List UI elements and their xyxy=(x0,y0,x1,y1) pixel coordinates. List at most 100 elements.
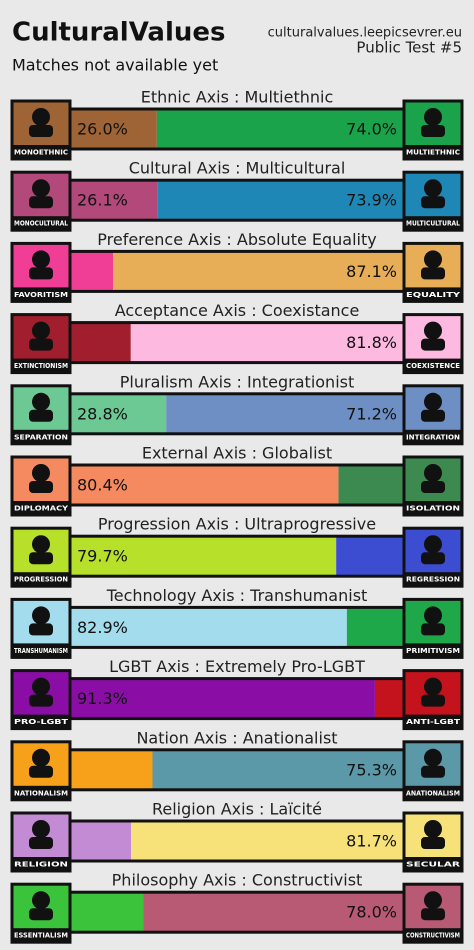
axis-title: Acceptance Axis : Coexistance xyxy=(115,301,360,320)
right-icon-glyph xyxy=(424,321,442,340)
right-icon-label: ISOLATION xyxy=(406,505,460,513)
right-segment xyxy=(113,251,404,292)
right-percent: 81.7% xyxy=(346,832,397,851)
left-icon-label: TRANSHUMANISM xyxy=(14,647,68,655)
right-icon-label: ANATIONALISM xyxy=(406,789,460,797)
right-segment xyxy=(131,821,404,861)
left-icon-label-bg xyxy=(12,358,70,373)
left-icon-glyph xyxy=(29,338,53,351)
right-icon-label-bg xyxy=(404,216,462,231)
left-icon-glyph xyxy=(32,677,50,696)
left-icon-label: FAVORITISM xyxy=(14,291,68,299)
left-segment xyxy=(70,536,337,577)
right-segment xyxy=(336,536,404,577)
right-icon-label-bg xyxy=(404,928,462,943)
right-icon-glyph xyxy=(421,765,445,778)
right-icon-label: ANTI-LGBT xyxy=(406,718,460,726)
left-icon-label-bg xyxy=(12,785,70,800)
right-icon-label-bg xyxy=(404,643,462,658)
right-icon-label: COEXISTENCE xyxy=(406,362,460,370)
right-icon-label-bg xyxy=(404,714,462,729)
right-icon-label: CONSTRUCTIVISM xyxy=(406,932,460,940)
left-icon-glyph xyxy=(29,409,53,422)
right-icon-glyph xyxy=(424,535,442,554)
left-icon-glyph xyxy=(29,267,53,280)
right-icon-glyph xyxy=(424,606,442,625)
left-segment xyxy=(70,465,339,505)
right-icon-label-bg xyxy=(404,501,462,515)
left-icon-glyph xyxy=(29,623,53,636)
right-segment xyxy=(346,607,404,648)
right-icon-glyph xyxy=(421,409,445,422)
right-icon-glyph xyxy=(421,481,445,493)
left-segment xyxy=(70,251,114,292)
left-icon-label-bg xyxy=(12,145,70,159)
left-icon-label: ESSENTIALISM xyxy=(14,932,68,940)
left-icon-label-bg xyxy=(12,643,70,658)
left-segment xyxy=(70,109,157,149)
left-segment xyxy=(70,393,167,434)
right-icon-label: REGRESSION xyxy=(406,576,460,584)
right-icon-glyph xyxy=(424,677,442,696)
right-percent: 75.3% xyxy=(346,760,397,779)
right-percent: 73.9% xyxy=(346,191,397,210)
axis-title: Philosophy Axis : Constructivist xyxy=(112,871,363,890)
left-icon-label-bg xyxy=(12,572,70,587)
right-segment xyxy=(156,109,404,149)
left-icon-label: SEPARATION xyxy=(14,433,68,441)
left-icon-label: PROGRESSION xyxy=(14,576,68,584)
axis-title: Progression Axis : Ultraprogressive xyxy=(98,515,376,534)
left-percent: 28.8% xyxy=(77,404,128,423)
right-icon-glyph xyxy=(421,267,445,280)
right-segment xyxy=(152,749,404,790)
axis-title: Cultural Axis : Multicultural xyxy=(129,159,346,178)
left-icon-glyph xyxy=(29,125,53,137)
right-icon-glyph xyxy=(424,464,442,482)
right-icon-glyph xyxy=(424,250,442,269)
axis-title: Religion Axis : Laïcité xyxy=(152,800,322,819)
left-icon-label: MONOETHNIC xyxy=(14,149,68,157)
right-segment xyxy=(157,180,404,221)
right-percent: 78.0% xyxy=(346,903,397,922)
subtitle: Matches not available yet xyxy=(12,56,218,75)
left-segment xyxy=(70,180,158,221)
right-icon-glyph xyxy=(421,125,445,137)
left-percent: 82.9% xyxy=(77,618,128,637)
left-icon-label: EXTINCTIONISM xyxy=(14,362,68,370)
right-icon-glyph xyxy=(421,908,445,921)
axis-title: Preference Axis : Absolute Equality xyxy=(97,230,376,249)
left-percent: 79.7% xyxy=(77,547,128,566)
left-icon-label: MONOCULTURAL xyxy=(14,220,68,228)
left-segment xyxy=(70,607,347,648)
left-icon-glyph xyxy=(32,820,50,838)
left-icon-label: NATIONALISM xyxy=(14,789,68,797)
left-segment xyxy=(70,678,375,719)
right-icon-label-bg xyxy=(404,429,462,444)
right-icon-label: MULTICULTURAL xyxy=(406,220,460,228)
left-percent: 26.0% xyxy=(77,120,128,139)
right-icon-label-bg xyxy=(404,857,462,871)
left-icon-label-bg xyxy=(12,287,70,302)
left-icon-glyph xyxy=(29,552,53,565)
right-icon-glyph xyxy=(424,392,442,411)
right-icon-glyph xyxy=(421,694,445,707)
right-segment xyxy=(338,465,404,505)
left-icon-label-bg xyxy=(12,857,70,871)
left-segment xyxy=(70,322,131,363)
axis-title: LGBT Axis : Extremely Pro-LGBT xyxy=(109,657,365,676)
left-icon-glyph xyxy=(32,250,50,269)
left-icon-glyph xyxy=(32,891,50,910)
left-icon-label: PRO-LGBT xyxy=(14,718,68,726)
left-icon-glyph xyxy=(29,481,53,493)
right-icon-glyph xyxy=(421,837,445,849)
left-percent: 26.1% xyxy=(77,191,128,210)
axis-title: Nation Axis : Anationalist xyxy=(136,728,337,747)
left-icon-glyph xyxy=(32,606,50,625)
right-icon-glyph xyxy=(424,108,442,126)
right-icon-label: PRIMITIVISM xyxy=(406,647,460,655)
left-icon-glyph xyxy=(29,908,53,921)
right-icon-label: MULTIETHNIC xyxy=(406,149,460,157)
right-percent: 87.1% xyxy=(346,262,397,281)
